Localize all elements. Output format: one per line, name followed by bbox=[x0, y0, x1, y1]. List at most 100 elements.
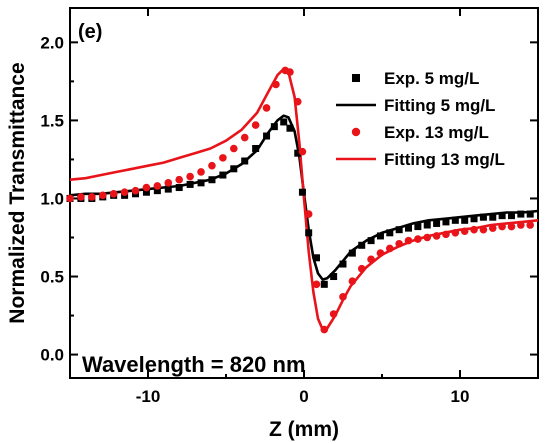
data-point bbox=[395, 226, 403, 234]
data-point bbox=[358, 241, 366, 249]
data-point bbox=[219, 171, 227, 179]
data-point bbox=[77, 193, 85, 201]
data-point bbox=[414, 235, 422, 243]
legend-label: Exp. 13 mg/L bbox=[384, 123, 489, 142]
x-tick-label: 10 bbox=[451, 387, 470, 406]
data-point bbox=[153, 187, 161, 195]
data-point bbox=[517, 210, 525, 218]
data-point bbox=[186, 180, 194, 188]
legend-item: Fitting 13 mg/L bbox=[336, 150, 505, 169]
data-point bbox=[330, 273, 338, 281]
data-point bbox=[404, 236, 413, 245]
data-point bbox=[320, 325, 329, 334]
data-point bbox=[470, 215, 478, 223]
data-point bbox=[386, 229, 394, 237]
data-point bbox=[376, 249, 385, 257]
data-point bbox=[164, 179, 173, 187]
data-point bbox=[272, 80, 280, 89]
data-point bbox=[230, 144, 238, 153]
data-point bbox=[367, 237, 375, 245]
data-point bbox=[131, 186, 140, 195]
legend-item: Fitting 5 mg/L bbox=[336, 96, 495, 115]
data-point bbox=[312, 254, 320, 262]
data-point bbox=[461, 216, 469, 224]
data-point bbox=[442, 218, 450, 226]
data-point bbox=[262, 104, 271, 112]
data-point bbox=[498, 212, 506, 220]
data-point bbox=[120, 188, 129, 197]
data-point bbox=[312, 280, 321, 289]
data-point bbox=[432, 232, 441, 240]
panel-label: (e) bbox=[78, 21, 102, 43]
data-point bbox=[230, 165, 238, 173]
data-point bbox=[488, 224, 497, 232]
data-point bbox=[414, 223, 422, 231]
data-point bbox=[197, 168, 205, 176]
data-point bbox=[339, 293, 347, 301]
data-point bbox=[357, 264, 366, 273]
data-point bbox=[348, 277, 357, 286]
data-point bbox=[298, 188, 306, 196]
data-point bbox=[395, 239, 403, 248]
legend-label: Fitting 13 mg/L bbox=[384, 150, 505, 169]
data-point bbox=[433, 219, 441, 227]
data-point bbox=[339, 260, 347, 268]
y-tick-label: 0.0 bbox=[40, 346, 64, 365]
legend-label: Exp. 5 mg/L bbox=[384, 69, 479, 88]
data-point bbox=[526, 221, 534, 229]
annotation-text: Wavelength = 820 nm bbox=[82, 352, 306, 377]
legend-item: Exp. 5 mg/L bbox=[352, 69, 479, 88]
series-layer bbox=[66, 66, 539, 334]
data-point bbox=[153, 182, 162, 190]
data-point bbox=[142, 188, 150, 196]
data-point bbox=[252, 145, 260, 153]
data-point bbox=[109, 189, 118, 198]
data-point bbox=[270, 123, 278, 131]
data-point bbox=[98, 191, 107, 200]
data-point bbox=[460, 227, 469, 236]
data-point bbox=[507, 222, 516, 231]
data-point bbox=[526, 210, 534, 218]
data-point bbox=[219, 154, 227, 162]
x-axis-title: Z (mm) bbox=[269, 418, 339, 441]
x-tick-label: 0 bbox=[299, 387, 308, 406]
data-point bbox=[451, 229, 460, 237]
data-point bbox=[164, 185, 172, 193]
data-point bbox=[507, 212, 515, 220]
data-point bbox=[240, 133, 249, 142]
data-point bbox=[367, 255, 375, 264]
data-point bbox=[175, 184, 183, 192]
y-tick-label: 0.5 bbox=[40, 268, 64, 287]
data-point bbox=[208, 176, 216, 184]
legend-swatch bbox=[352, 74, 360, 82]
data-point bbox=[286, 68, 294, 76]
data-point bbox=[376, 232, 384, 240]
series-2 bbox=[66, 66, 534, 334]
y-tick-label: 1.0 bbox=[40, 189, 64, 208]
data-point bbox=[208, 161, 216, 170]
data-point bbox=[386, 244, 394, 253]
legend-swatch bbox=[351, 127, 361, 137]
data-point bbox=[241, 157, 249, 165]
data-point bbox=[423, 233, 432, 242]
data-point bbox=[280, 118, 288, 126]
y-tick-label: 2.0 bbox=[40, 33, 64, 52]
data-point bbox=[88, 193, 96, 201]
data-point bbox=[517, 221, 525, 229]
data-point bbox=[405, 224, 413, 232]
data-point bbox=[304, 210, 313, 218]
x-tick-label: -10 bbox=[136, 387, 161, 406]
legend-label: Fitting 5 mg/L bbox=[384, 96, 495, 115]
data-point bbox=[286, 124, 294, 132]
data-point bbox=[293, 97, 302, 106]
data-point bbox=[329, 310, 338, 318]
y-axis-title: Normalized Transmittance bbox=[6, 62, 29, 323]
data-point bbox=[197, 179, 205, 187]
data-point bbox=[479, 225, 488, 234]
data-point bbox=[66, 194, 74, 203]
data-point bbox=[305, 229, 313, 237]
data-point bbox=[263, 132, 271, 140]
y-tick-label: 1.5 bbox=[40, 111, 64, 130]
data-point bbox=[175, 175, 183, 184]
